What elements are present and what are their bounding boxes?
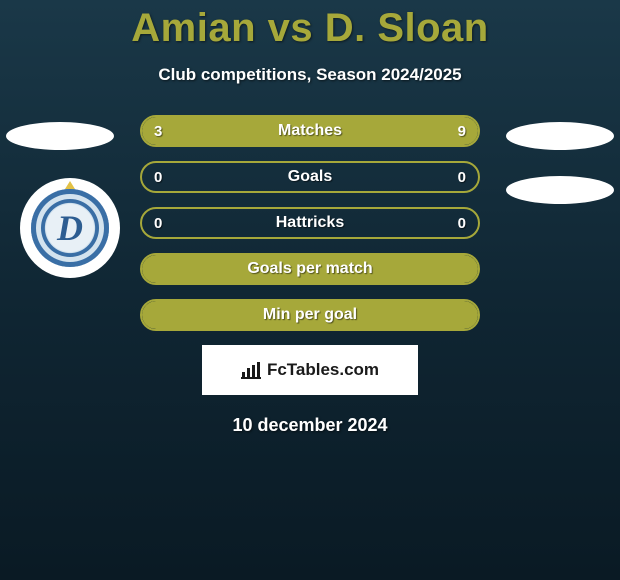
stat-row-goals-per-match: Goals per match bbox=[140, 253, 480, 285]
club-right-placeholder bbox=[506, 176, 614, 204]
stat-label: Hattricks bbox=[142, 214, 478, 232]
stat-label: Matches bbox=[142, 122, 478, 140]
stat-label: Min per goal bbox=[142, 306, 478, 324]
stat-right-value: 0 bbox=[458, 215, 466, 232]
club-crest-icon: D bbox=[31, 189, 109, 267]
fctables-logo[interactable]: FcTables.com bbox=[202, 345, 418, 395]
stats-panel: 3Matches90Goals00Hattricks0Goals per mat… bbox=[140, 115, 480, 331]
player-left-placeholder bbox=[6, 122, 114, 150]
stat-right-value: 0 bbox=[458, 169, 466, 186]
chart-icon bbox=[241, 361, 261, 379]
date-label: 10 december 2024 bbox=[0, 415, 620, 436]
stat-label: Goals per match bbox=[142, 260, 478, 278]
logo-text: FcTables.com bbox=[267, 360, 379, 380]
stat-row-matches: 3Matches9 bbox=[140, 115, 480, 147]
stat-label: Goals bbox=[142, 168, 478, 186]
stat-row-hattricks: 0Hattricks0 bbox=[140, 207, 480, 239]
page-title: Amian vs D. Sloan bbox=[0, 0, 620, 51]
club-crest-letter: D bbox=[46, 204, 94, 252]
player-right-placeholder bbox=[506, 122, 614, 150]
club-left-badge: D bbox=[20, 178, 120, 278]
subtitle: Club competitions, Season 2024/2025 bbox=[0, 65, 620, 85]
stat-row-goals: 0Goals0 bbox=[140, 161, 480, 193]
stat-right-value: 9 bbox=[458, 123, 466, 140]
stat-row-min-per-goal: Min per goal bbox=[140, 299, 480, 331]
